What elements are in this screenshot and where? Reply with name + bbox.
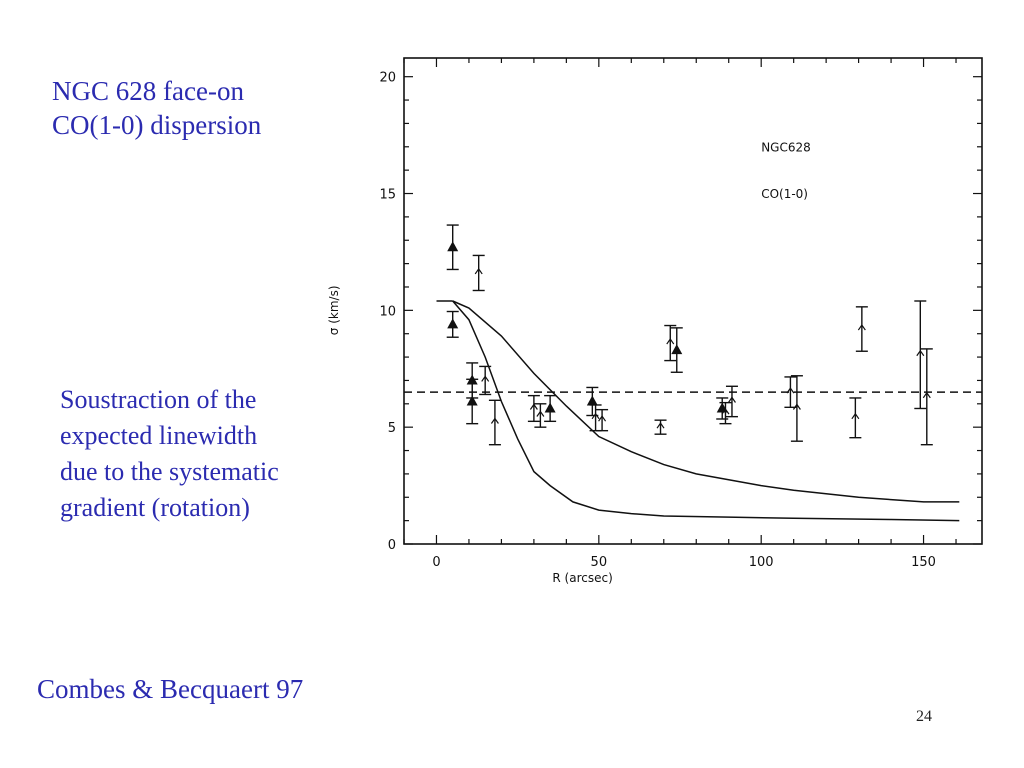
note-line: gradient (rotation) (60, 493, 250, 522)
data-point-open (666, 338, 675, 345)
data-point-open (656, 422, 665, 429)
x-tick-label: 50 (591, 555, 608, 570)
note-line: Soustraction of the (60, 385, 257, 414)
data-point-open (721, 408, 730, 415)
citation: Combes & Becquaert 97 (37, 674, 304, 704)
model-curve (452, 300, 960, 522)
data-point-filled (447, 241, 459, 252)
data-point-open (922, 391, 931, 399)
data-point-open (851, 412, 860, 420)
x-axis-label: R (arcsec) (552, 571, 612, 585)
slide-title: NGC 628 face-on CO(1-0) dispersion (52, 74, 261, 142)
data-point-open (591, 412, 600, 420)
y-tick-label: 20 (379, 71, 396, 86)
page-number: 24 (916, 708, 932, 725)
data-point-filled (671, 344, 683, 355)
data-point-filled (586, 395, 598, 406)
data-point-open (916, 349, 925, 357)
y-tick-label: 15 (379, 188, 396, 203)
plot-frame (403, 57, 983, 545)
y-tick-label: 10 (379, 304, 396, 319)
note-line: due to the systematic (60, 457, 279, 486)
chart-annotation: NGC628 (761, 140, 811, 154)
data-point-filled (447, 318, 459, 329)
x-tick-label: 100 (749, 555, 774, 570)
y-tick-label: 5 (388, 421, 396, 436)
x-tick-label: 0 (432, 555, 440, 570)
data-point-open (474, 267, 483, 275)
y-tick-label: 0 (388, 538, 396, 553)
data-point-open (598, 415, 607, 422)
explanation-note: Soustraction of the expected linewidth d… (60, 382, 279, 526)
x-tick-label: 150 (911, 555, 936, 570)
note-line: expected linewidth (60, 421, 258, 450)
y-axis-label: σ (km/s) (327, 285, 341, 335)
data-point-open (792, 403, 801, 410)
data-point-filled (466, 395, 478, 406)
data-point-open (529, 403, 538, 410)
model-curve (452, 300, 960, 503)
slide-title-line: CO(1-0) dispersion (52, 110, 262, 140)
data-point-filled (544, 402, 556, 413)
data-point-open (536, 410, 545, 417)
data-point-open (857, 323, 866, 331)
data-point-open (727, 396, 736, 403)
chart-annotation: CO(1-0) (761, 187, 808, 201)
data-point-open (481, 375, 490, 382)
slide-title-line: NGC 628 face-on (52, 76, 244, 106)
data-point-open (490, 417, 499, 424)
data-point-open (786, 387, 795, 394)
